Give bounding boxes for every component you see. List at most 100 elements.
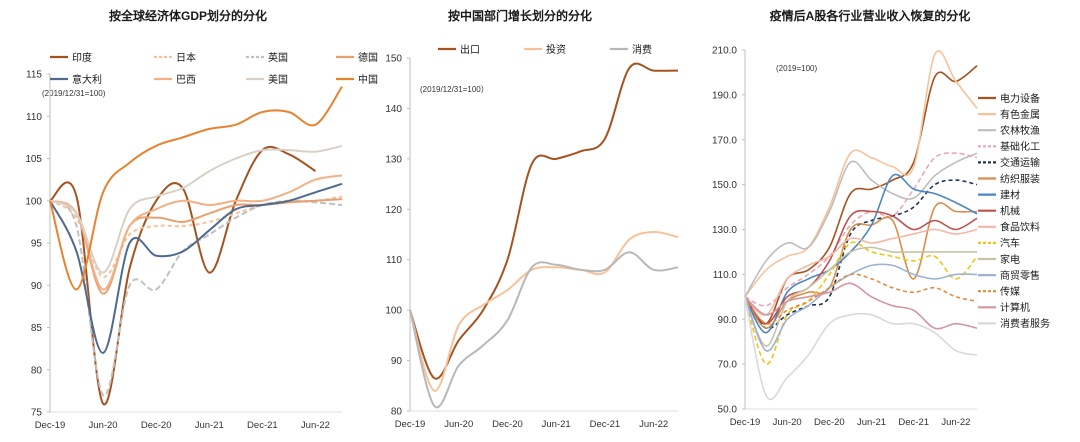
legend-label: 汽车 — [1000, 237, 1020, 250]
series-line — [744, 50, 978, 298]
series-line — [49, 86, 343, 291]
legend-label: 家电 — [1000, 253, 1020, 266]
series-line — [744, 65, 978, 325]
chart-title: 按中国部门增长划分的分化 — [448, 8, 592, 23]
x-tick-label: Dec-20 — [141, 420, 172, 431]
y-tick-label: 130.0 — [712, 225, 737, 236]
series-line — [744, 228, 978, 316]
legend-label: 英国 — [268, 51, 288, 64]
series-line — [409, 62, 679, 380]
series-line — [409, 251, 679, 409]
y-tick-label: 130 — [385, 154, 402, 165]
chart-panel-3: 疫情后A股各行业营业收入恢复的分化 (2019=100) 50.0 70.0 90.0 1… — [712, 8, 1050, 428]
y-tick-label: 115 — [26, 70, 42, 81]
legend-label: 建材 — [1000, 188, 1020, 201]
legend-label: 农林牧渔 — [1000, 124, 1040, 137]
x-tick-label: Jun-22 — [301, 420, 330, 431]
y-tick-label: 190.0 — [712, 90, 737, 101]
chart-panel-2: 按中国部门增长划分的分化 (2019/12/31=100） 80 90 100 110 12… — [385, 8, 679, 430]
y-tick-label: 100 — [385, 306, 402, 317]
y-tick-label: 70.0 — [718, 360, 738, 371]
x-tick-label: Dec-21 — [247, 420, 278, 431]
series-line — [744, 246, 977, 347]
legend-label: 日本 — [176, 51, 196, 64]
series-line — [744, 273, 978, 325]
series-line — [744, 209, 978, 325]
legend-label: 中国 — [358, 73, 378, 86]
legend-label: 商贸零售 — [1000, 269, 1040, 282]
y-tick-label: 80 — [31, 365, 43, 376]
series-line — [49, 198, 343, 295]
legend-label: 计算机 — [1000, 301, 1030, 314]
y-tick-label: 50.0 — [718, 405, 738, 416]
legend-label: 传媒 — [1000, 286, 1020, 298]
series-line — [49, 174, 343, 291]
y-tick-label: 120 — [385, 205, 402, 216]
series-line — [744, 173, 978, 334]
y-tick-label: 85 — [31, 323, 43, 334]
chart-note: (2019=100) — [776, 64, 817, 73]
legend-label: 投资 — [546, 43, 566, 56]
x-tick-label: Jun-22 — [941, 417, 970, 428]
series-line — [49, 145, 317, 406]
x-tick-label: Dec-19 — [395, 419, 426, 430]
y-tick-label: 105 — [25, 154, 42, 165]
legend-label: 德国 — [358, 51, 378, 64]
y-tick-label: 150 — [385, 54, 402, 65]
x-tick-label: Dec-20 — [814, 417, 845, 428]
x-tick-label: Dec-20 — [492, 419, 523, 430]
series-line — [744, 263, 978, 352]
legend-label: 电力设备 — [1000, 92, 1040, 105]
series-line — [744, 152, 978, 307]
y-tick-label: 110 — [386, 255, 402, 266]
legend-label: 机械 — [1000, 205, 1020, 218]
legend-label: 交通运输 — [1000, 156, 1040, 169]
series-line — [744, 152, 978, 298]
series-line — [49, 144, 343, 274]
x-tick-label: Jun-21 — [857, 417, 886, 428]
y-tick-label: 210.0 — [712, 46, 737, 57]
legend-label: 基础化工 — [1000, 140, 1040, 153]
y-tick-label: 90 — [391, 356, 403, 367]
y-tick-label: 80 — [391, 407, 403, 418]
x-tick-label: Dec-21 — [590, 419, 621, 430]
legend-label: 出口 — [460, 43, 480, 56]
y-tick-label: 110.0 — [713, 270, 738, 281]
chart-note: (2019/12/31=100） — [420, 85, 489, 94]
x-tick-label: Dec-19 — [35, 420, 66, 431]
y-tick-label: 90 — [31, 281, 43, 292]
x-tick-label: Dec-21 — [898, 417, 929, 428]
x-tick-label: Jun-20 — [89, 420, 118, 431]
y-tick-label: 100 — [25, 196, 42, 207]
legend-label: 有色金属 — [1000, 108, 1040, 121]
y-tick-label: 150.0 — [712, 180, 737, 191]
series-line — [49, 182, 343, 354]
y-tick-label: 95 — [31, 239, 43, 250]
chart-title: 按全球经济体GDP划分的分化 — [109, 8, 267, 23]
x-tick-label: Jun-20 — [773, 417, 802, 428]
chart-title: 疫情后A股各行业营业收入恢复的分化 — [770, 8, 971, 23]
chart-note: (2019/12/31=100) — [42, 89, 106, 98]
y-tick-label: 110 — [26, 112, 42, 123]
series-line — [744, 282, 978, 330]
y-tick-label: 75 — [31, 408, 43, 419]
legend-label: 意大利 — [72, 73, 102, 86]
legend-label: 巴西 — [176, 74, 196, 86]
x-tick-label: Jun-20 — [444, 419, 473, 430]
y-tick-label: 170.0 — [712, 135, 737, 146]
legend-label: 纺织服装 — [1000, 172, 1040, 185]
legend-label: 印度 — [72, 51, 92, 64]
legend-label: 美国 — [268, 73, 288, 86]
series-line — [409, 230, 679, 392]
chart-panel-1: 按全球经济体GDP划分的分化 (2019/12/31=100) 75 80 85 90 95… — [25, 8, 378, 431]
x-tick-label: Jun-22 — [639, 419, 668, 430]
series-line — [744, 241, 978, 365]
series-line — [744, 296, 978, 401]
legend-label: 消费者服务 — [1000, 317, 1050, 330]
y-tick-label: 140 — [385, 104, 402, 115]
x-tick-label: Jun-21 — [542, 419, 571, 430]
y-tick-label: 90.0 — [718, 315, 738, 326]
x-tick-label: Dec-19 — [730, 417, 761, 428]
